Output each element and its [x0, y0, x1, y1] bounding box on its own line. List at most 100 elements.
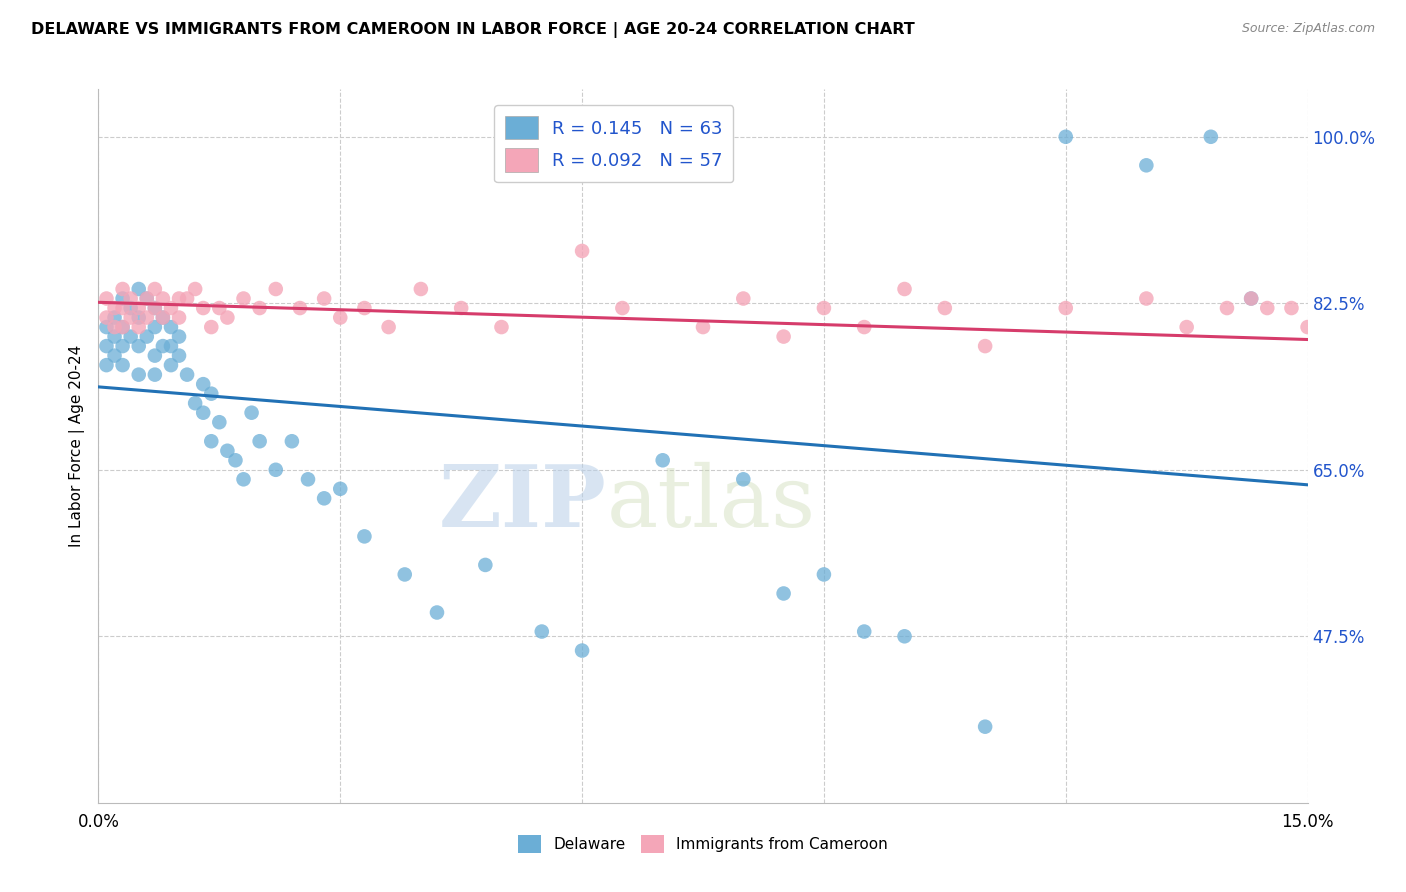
- Point: [571, 244, 593, 258]
- Point: [1296, 320, 1319, 334]
- Point: [208, 415, 231, 429]
- Point: [733, 472, 755, 486]
- Point: [249, 434, 271, 449]
- Point: [96, 292, 118, 306]
- Text: atlas: atlas: [606, 461, 815, 545]
- Point: [111, 282, 134, 296]
- Point: [813, 301, 835, 315]
- Point: [232, 472, 254, 486]
- Point: [128, 368, 150, 382]
- Point: [176, 368, 198, 382]
- Point: [152, 310, 174, 325]
- Point: [96, 339, 118, 353]
- Point: [893, 282, 915, 296]
- Y-axis label: In Labor Force | Age 20-24: In Labor Force | Age 20-24: [69, 345, 84, 547]
- Point: [128, 339, 150, 353]
- Point: [264, 282, 287, 296]
- Point: [813, 567, 835, 582]
- Point: [160, 301, 183, 315]
- Point: [200, 386, 222, 401]
- Point: [208, 301, 231, 315]
- Point: [1240, 292, 1263, 306]
- Point: [120, 310, 142, 325]
- Point: [143, 349, 166, 363]
- Point: [193, 406, 215, 420]
- Point: [409, 282, 432, 296]
- Point: [1216, 301, 1239, 315]
- Point: [733, 292, 755, 306]
- Point: [571, 643, 593, 657]
- Point: [152, 339, 174, 353]
- Point: [353, 301, 375, 315]
- Point: [692, 320, 714, 334]
- Point: [193, 377, 215, 392]
- Point: [111, 320, 134, 334]
- Point: [120, 301, 142, 315]
- Point: [176, 292, 198, 306]
- Point: [232, 292, 254, 306]
- Point: [135, 310, 157, 325]
- Point: [772, 586, 794, 600]
- Point: [193, 301, 215, 315]
- Point: [288, 301, 311, 315]
- Point: [297, 472, 319, 486]
- Point: [217, 443, 239, 458]
- Point: [314, 491, 336, 506]
- Point: [1337, 453, 1360, 467]
- Point: [135, 292, 157, 306]
- Point: [450, 301, 472, 315]
- Point: [224, 453, 246, 467]
- Point: [474, 558, 496, 572]
- Text: DELAWARE VS IMMIGRANTS FROM CAMEROON IN LABOR FORCE | AGE 20-24 CORRELATION CHAR: DELAWARE VS IMMIGRANTS FROM CAMEROON IN …: [31, 22, 915, 38]
- Point: [96, 358, 118, 372]
- Point: [184, 396, 207, 410]
- Point: [167, 349, 190, 363]
- Point: [143, 301, 166, 315]
- Point: [772, 329, 794, 343]
- Point: [1281, 301, 1303, 315]
- Point: [167, 329, 190, 343]
- Point: [651, 453, 673, 467]
- Point: [143, 320, 166, 334]
- Point: [1135, 158, 1157, 172]
- Point: [893, 629, 915, 643]
- Text: ZIP: ZIP: [439, 461, 606, 545]
- Point: [530, 624, 553, 639]
- Point: [491, 320, 513, 334]
- Point: [353, 529, 375, 543]
- Point: [103, 301, 125, 315]
- Point: [200, 320, 222, 334]
- Point: [974, 720, 997, 734]
- Text: Source: ZipAtlas.com: Source: ZipAtlas.com: [1241, 22, 1375, 36]
- Point: [1054, 129, 1077, 144]
- Point: [217, 310, 239, 325]
- Point: [111, 301, 134, 315]
- Point: [1054, 301, 1077, 315]
- Point: [96, 310, 118, 325]
- Point: [143, 282, 166, 296]
- Point: [128, 310, 150, 325]
- Point: [120, 292, 142, 306]
- Point: [974, 339, 997, 353]
- Point: [152, 310, 174, 325]
- Point: [128, 301, 150, 315]
- Point: [128, 320, 150, 334]
- Point: [1135, 292, 1157, 306]
- Point: [1175, 320, 1198, 334]
- Point: [853, 320, 876, 334]
- Point: [329, 482, 352, 496]
- Point: [240, 406, 263, 420]
- Point: [135, 292, 157, 306]
- Point: [103, 310, 125, 325]
- Point: [160, 339, 183, 353]
- Point: [377, 320, 399, 334]
- Point: [111, 320, 134, 334]
- Point: [612, 301, 634, 315]
- Point: [96, 320, 118, 334]
- Point: [394, 567, 416, 582]
- Point: [135, 329, 157, 343]
- Point: [103, 329, 125, 343]
- Point: [1240, 292, 1263, 306]
- Point: [128, 282, 150, 296]
- Point: [329, 310, 352, 325]
